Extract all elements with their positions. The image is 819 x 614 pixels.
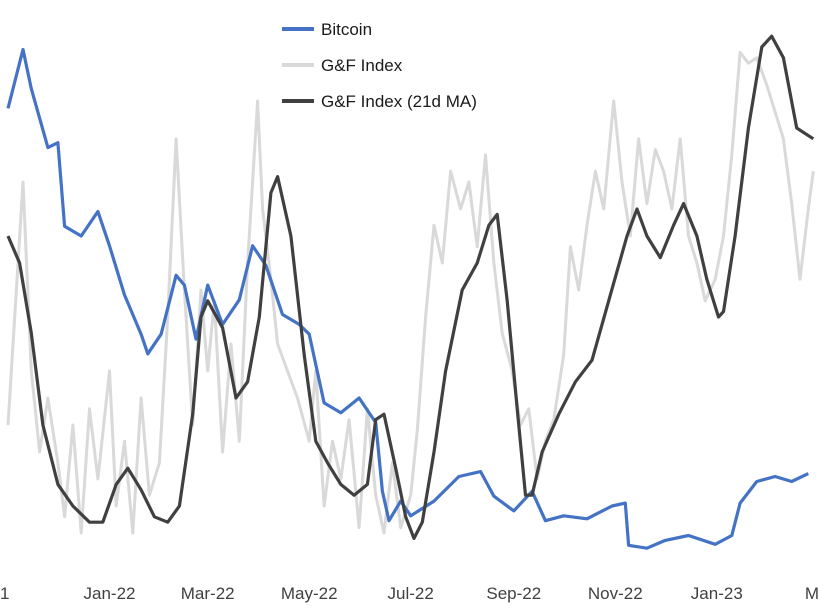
x-axis: 1 Jan-22 Mar-22 May-22 Jul-22 Sep-22 Nov-22 Jan… bbox=[0, 584, 819, 603]
x-tick-label: 1 bbox=[0, 584, 9, 603]
x-tick-label: Mar-22 bbox=[181, 584, 235, 603]
series-layer bbox=[6, 34, 815, 550]
x-tick-label: M bbox=[805, 584, 819, 603]
legend-label: G&F Index bbox=[321, 56, 403, 75]
legend-label: Bitcoin bbox=[321, 20, 372, 39]
x-tick-label: Jan-23 bbox=[691, 584, 743, 603]
x-tick-label: Jul-22 bbox=[388, 584, 434, 603]
x-tick-label: Jan-22 bbox=[84, 584, 136, 603]
legend-label: G&F Index (21d MA) bbox=[321, 92, 477, 111]
series-line-g-f-index-21d-ma bbox=[6, 34, 815, 541]
legend: Bitcoin G&F Index G&F Index (21d MA) bbox=[282, 20, 477, 111]
series-line-bitcoin bbox=[6, 47, 809, 550]
x-tick-label: May-22 bbox=[281, 584, 338, 603]
x-tick-label: Nov-22 bbox=[588, 584, 643, 603]
x-tick-label: Sep-22 bbox=[486, 584, 541, 603]
series-line-g-f-index bbox=[6, 50, 815, 535]
